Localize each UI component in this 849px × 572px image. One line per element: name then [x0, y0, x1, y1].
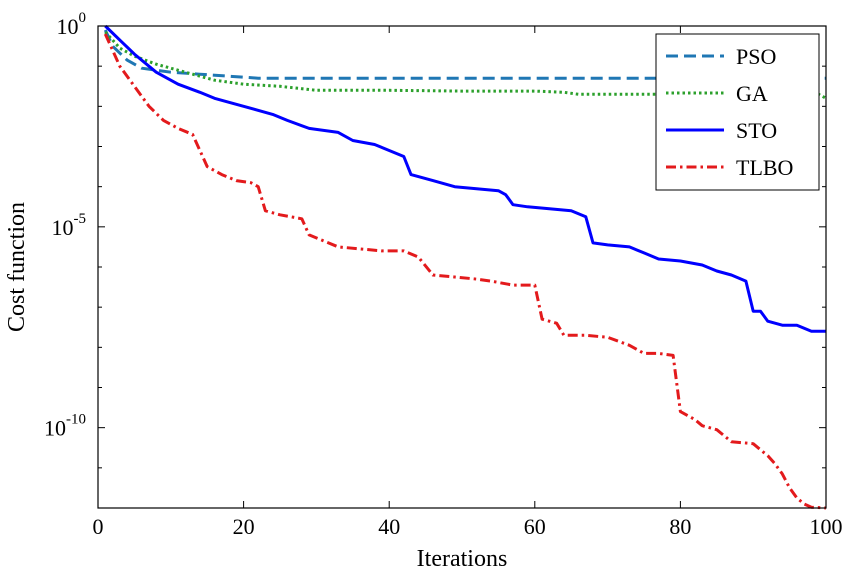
legend-label-sto: STO: [736, 118, 777, 143]
y-axis-label: Cost function: [4, 202, 30, 332]
legend: PSO GA STO TLBO: [655, 33, 820, 191]
y-tick-exponent: -5: [74, 211, 87, 227]
y-tick-base: 10: [52, 215, 74, 240]
x-tick-label: 60: [524, 514, 546, 539]
y-tick-exponent: -10: [66, 412, 86, 428]
legend-label-pso: PSO: [736, 44, 776, 69]
x-tick-label: 0: [93, 514, 104, 539]
legend-label-ga: GA: [736, 81, 768, 106]
series-line-tlbo: [103, 33, 827, 510]
x-tick-label: 20: [233, 514, 255, 539]
series-line-pso: [103, 29, 826, 80]
legend-box: [655, 33, 820, 191]
legend-label-tlbo: TLBO: [736, 155, 793, 180]
y-tick-label: 10-5: [52, 211, 87, 240]
x-tick-label: 80: [669, 514, 691, 539]
y-tick-label: 100: [57, 10, 87, 39]
x-tick-label: 40: [378, 514, 400, 539]
y-tick-base: 10: [57, 14, 79, 39]
x-axis-label: Iterations: [417, 546, 508, 572]
y-tick-base: 10: [44, 416, 66, 441]
y-tick-exponent: 0: [79, 10, 87, 26]
y-tick-label: 10-10: [44, 412, 86, 441]
series-line-sto: [104, 24, 826, 333]
x-tick-label: 100: [810, 514, 843, 539]
